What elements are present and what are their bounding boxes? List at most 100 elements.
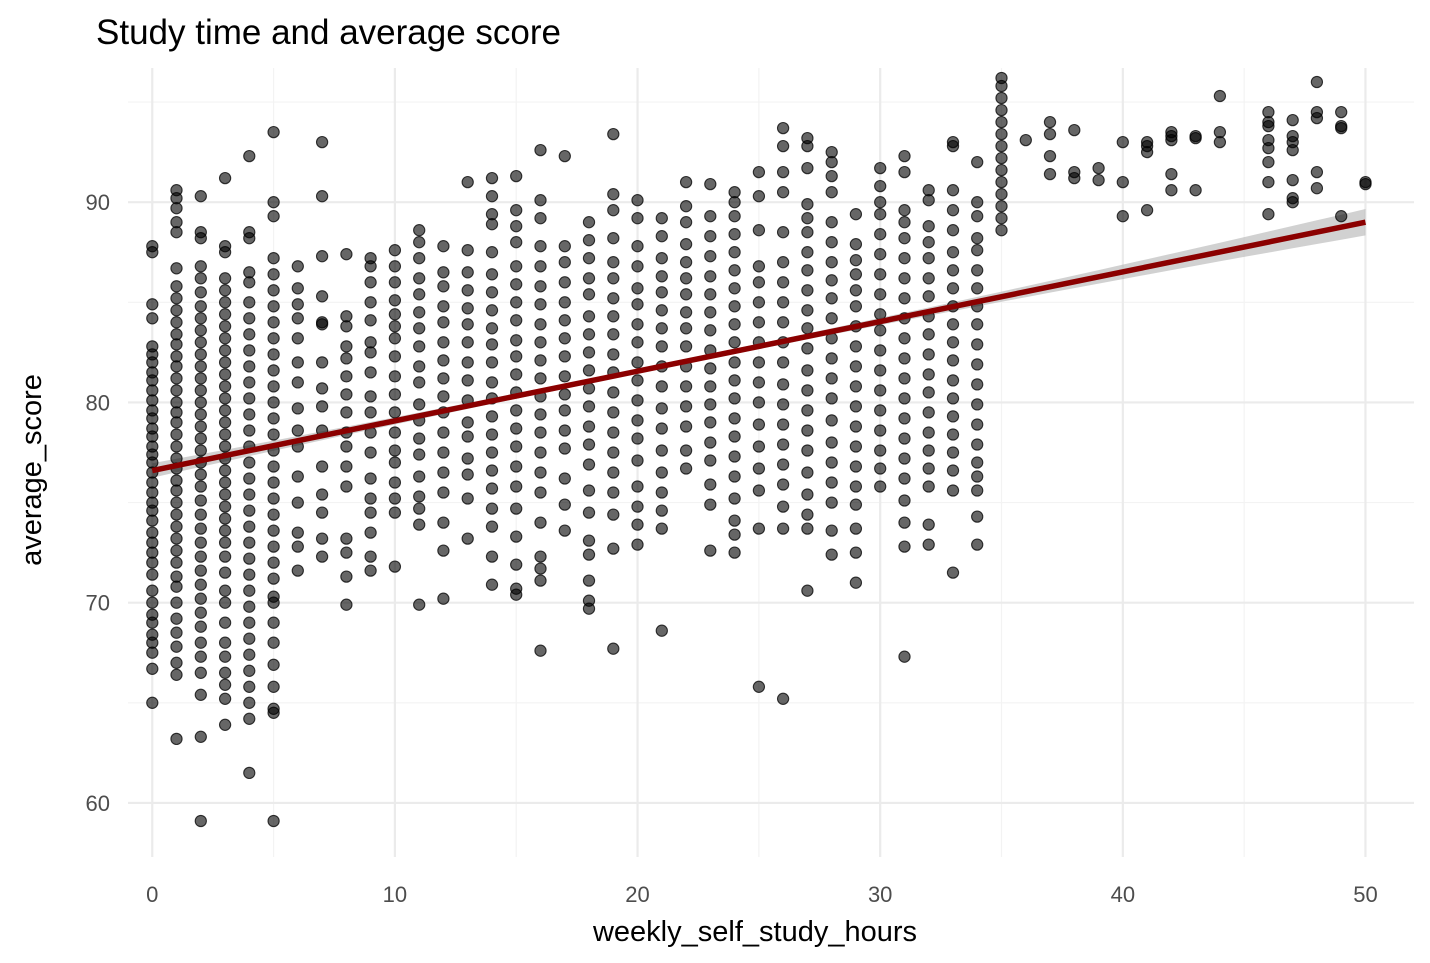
data-point [388,244,402,257]
data-point [995,115,1008,129]
data-point [194,522,207,535]
data-point [267,524,280,537]
y-axis-label: average_score [16,374,48,566]
data-point [267,380,280,393]
data-point [849,420,863,433]
data-point [461,374,474,387]
data-point [1286,173,1299,187]
data-point [922,480,935,493]
data-point [267,508,280,521]
data-point [995,212,1008,225]
data-point [194,348,207,361]
data-point [655,504,668,517]
data-point [510,440,523,453]
data-point [946,264,960,277]
data-point [898,216,911,229]
data-point [631,500,644,513]
data-point [437,544,450,557]
data-point [704,230,717,243]
data-point [971,210,984,223]
data-point [971,282,984,295]
data-point [243,376,256,389]
data-point [170,328,183,341]
data-point [558,498,571,511]
data-point [582,548,596,561]
data-point [534,550,547,563]
data-point [364,314,377,327]
data-point [825,186,838,199]
data-point [146,340,159,353]
data-point [340,310,353,323]
data-point [898,372,911,385]
data-point [243,616,256,629]
data-point [728,514,741,527]
data-point [291,564,304,577]
data-point [558,388,571,401]
data-point [243,312,256,325]
data-point [170,508,183,521]
x-tick-label: 20 [625,882,649,907]
data-point [607,272,620,285]
data-point [704,288,717,301]
data-point [218,550,232,563]
data-point [776,522,790,535]
data-point [194,336,207,349]
data-point [995,224,1008,237]
data-point [558,332,571,345]
data-point [607,328,620,341]
data-point [971,538,984,551]
data-point [631,336,644,349]
data-point [728,264,741,277]
data-point [946,374,960,387]
data-point [194,300,207,313]
data-point [655,402,668,415]
data-point [218,392,232,405]
data-point [607,256,620,269]
data-point [922,444,935,457]
data-point [679,400,693,413]
data-point [194,384,207,397]
x-tick-label: 40 [1111,882,1135,907]
data-point [243,504,256,517]
data-point [776,458,790,471]
data-point [558,472,571,485]
data-point [971,484,984,497]
data-point [218,692,232,705]
data-point [874,480,887,493]
data-point [1262,208,1275,221]
data-point [194,468,207,481]
data-point [267,284,280,297]
data-point [218,320,232,333]
data-point [485,502,499,515]
data-point [194,650,207,663]
data-point [607,188,620,201]
data-point [582,310,596,323]
data-point [534,212,547,225]
data-point [582,438,596,451]
data-point [364,276,377,289]
data-point [752,680,766,693]
data-point [971,155,984,169]
data-point [849,238,863,251]
data-point [728,528,741,541]
data-point [558,350,571,363]
data-point [728,450,741,463]
data-point [437,516,450,529]
data-point [267,396,280,409]
data-point [170,596,183,609]
data-point [170,262,183,275]
data-point [898,432,911,445]
data-point [801,212,814,225]
data-point [218,524,232,537]
data-point [510,278,523,291]
data-point [971,470,984,483]
data-point [364,550,377,563]
data-point [728,470,741,483]
data-point [898,516,911,529]
data-point [752,190,766,203]
data-point [898,352,911,365]
data-point [582,328,596,341]
data-point [1189,129,1202,143]
data-point [752,276,766,289]
data-point [267,572,280,585]
